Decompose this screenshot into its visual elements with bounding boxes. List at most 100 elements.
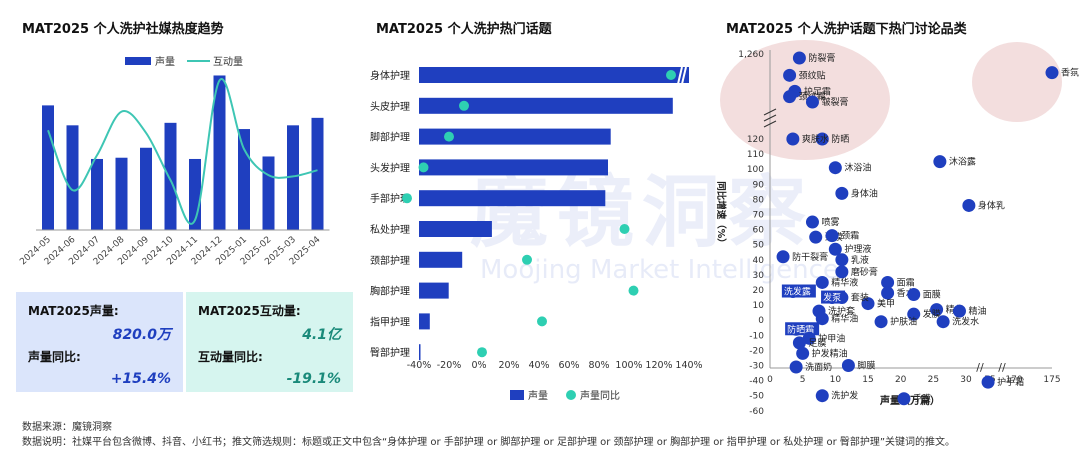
category-bubble [815,312,829,326]
category-label: 美甲 [877,298,895,310]
category-y-tick: -50 [749,392,764,402]
category-y-tick: 90 [753,180,765,190]
topic-bar [419,282,449,299]
category-label: 护足霜 [804,85,831,97]
category-x-tick: 30 [960,375,972,385]
category-label: 洗面奶 [805,361,832,373]
category-label: 喷雾 [821,217,839,228]
y-axis-break [763,114,777,122]
category-bubble [805,215,819,229]
category-label: 防干裂膏 [792,251,828,263]
category-x-tick: 175 [1043,375,1060,385]
category-y-tick: -40 [749,377,764,387]
topic-legend-bar-label: 声量 [528,389,548,402]
topic-x-tick: 0% [471,360,486,371]
axis-break-mark [677,66,683,85]
topic-x-tick: 20% [498,360,519,371]
category-label: 足膜 [808,338,826,349]
category-label: 面霜 [897,277,915,288]
topic-label: 头发护理 [370,161,410,174]
category-y-tick: 1,260 [738,50,764,60]
topic-yoy-dot [522,254,532,265]
category-x-tick: 20 [895,375,907,385]
category-y-tick: 40 [753,256,765,266]
interaction-label: MAT2025互动量: [198,304,301,318]
category-bubble [783,90,797,104]
category-bubble [835,186,849,200]
category-x-tick: 25 [928,375,939,385]
topic-x-tick: 60% [558,360,579,371]
category-label: 香氛 [1061,67,1079,79]
category-label: 防晒 [831,133,849,145]
topic-label: 身体护理 [370,69,410,82]
category-y-tick: 120 [747,135,764,145]
category-y-tick: 30 [753,271,765,281]
category-bubble [936,315,950,329]
category-bubble [792,51,806,65]
category-label: 精华液 [831,276,858,288]
category-y-tick: -30 [749,362,764,372]
trend-bar [115,157,128,230]
voice-label: MAT2025声量: [28,304,119,318]
trend-bar [91,158,103,230]
category-bubble [783,68,797,82]
category-bubble [802,331,816,345]
topic-label: 私处护理 [370,223,410,236]
category-bubble [881,275,895,289]
category-label: 护手霜 [997,376,1024,388]
category-label: 护肤油 [890,316,917,328]
category-bubble [952,304,966,318]
topic-bar [419,97,673,114]
trend-bar [66,125,79,230]
category-x-tick: 0 [767,375,773,385]
category-label: 发膜 [923,308,941,320]
category-y-tick: 80 [753,195,765,205]
category-label: 发泵 [823,292,841,304]
interaction-stat-box: MAT2025互动量: 4.1亿 互动量同比: -19.1% [186,292,353,392]
topic-yoy-dot [537,316,547,327]
trend-bar [213,75,226,230]
topic-x-tick: 100% [615,360,642,371]
category-bubble [861,297,875,311]
voice-value: 820.0万 [112,327,171,343]
category-bubble [789,360,803,374]
topic-yoy-dot [418,162,429,173]
category-label: 皲裂膏 [821,96,848,108]
voice-yoy-label: 声量同比: [28,350,81,364]
topic-chart: 身体护理头皮护理脚部护理头发护理手部护理私处护理颈部护理胸部护理指甲护理臀部护理… [370,66,703,402]
category-y-tick: 60 [753,226,765,236]
category-label: 磨砂膏 [851,266,878,278]
category-bubble [792,336,806,350]
topic-label: 颈部护理 [370,254,410,267]
outlier-blob [972,42,1062,122]
category-label: 沐浴油 [844,162,871,174]
topic-chart-title: MAT2025 个人洗护热门话题 [376,22,552,37]
category-x-tick: 10 [830,375,842,385]
topic-x-tick: 40% [528,360,549,371]
category-y-label: 同比增速（%） [715,181,727,248]
category-bubble [841,359,855,372]
category-x-tick: 15 [862,375,873,385]
category-bubble [962,198,976,212]
topic-legend-dot-label: 声量同比 [580,389,620,402]
category-label-highlight [821,290,846,304]
category-y-tick: -20 [749,346,764,356]
topic-yoy-dot [444,131,454,142]
topic-x-tick: -40% [407,360,432,371]
trend-bar [42,105,54,230]
topic-bar [419,67,689,83]
category-label: 洗护发 [831,390,858,402]
category-label-highlight [781,284,816,298]
topic-label: 脚部护理 [370,131,410,144]
voice-yoy-value: +15.4% [110,371,171,387]
trend-interaction-line [47,78,318,225]
category-bubble [796,346,810,360]
category-bubble [815,275,829,289]
interaction-yoy-label: 互动量同比: [198,350,263,364]
category-chart-title: MAT2025 个人洗护话题下热门讨论品类 [726,22,967,37]
category-bubble [786,132,800,146]
topic-label: 胸部护理 [370,285,410,298]
category-label: 手膜 [913,393,931,405]
category-label: 乳液 [851,254,869,266]
topic-bar [419,190,606,207]
